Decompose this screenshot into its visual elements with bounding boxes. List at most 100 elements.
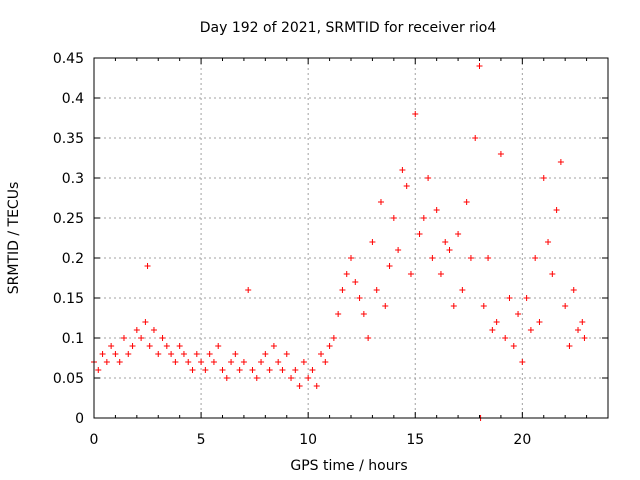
data-points [91,63,588,421]
data-point [322,359,329,365]
data-point [360,311,367,317]
data-point [236,367,243,373]
data-point [283,351,290,357]
data-point [570,287,577,293]
data-point [549,271,556,277]
data-point [485,255,492,261]
data-point [300,359,307,365]
data-point [566,343,573,349]
x-axis-label: GPS time / hours [290,458,407,474]
data-point [437,271,444,277]
data-point [335,311,342,317]
x-tick-label: 15 [406,432,424,448]
data-point [429,255,436,261]
data-point [390,215,397,221]
data-point [412,111,419,117]
data-point [125,351,132,357]
data-point [103,359,110,365]
axis-ticks: 0 0.05 0.1 0.15 0.2 0.25 0.3 0.35 0.4 0.45 0 5 10 15 2… [53,51,608,448]
data-point [133,327,140,333]
data-point [489,327,496,333]
data-point [210,359,217,365]
data-point [176,343,183,349]
data-point [116,359,123,365]
y-tick-label: 0.35 [53,131,84,147]
data-point [399,167,406,173]
data-point [579,319,586,325]
data-point [163,343,170,349]
data-point [180,351,187,357]
data-point [416,231,423,237]
data-point [472,135,479,141]
data-point [318,351,325,357]
data-point [189,367,196,373]
data-point [172,359,179,365]
data-point [386,263,393,269]
data-point [159,335,166,341]
data-point [112,351,119,357]
data-point [497,151,504,157]
y-tick-label: 0.25 [53,211,84,227]
data-point [279,367,286,373]
y-tick-label: 0.1 [62,331,84,347]
data-point [377,199,384,205]
y-tick-label: 0.4 [62,91,84,107]
data-point [215,343,222,349]
data-point [296,383,303,389]
x-tick-label: 5 [197,432,206,448]
data-point [198,359,205,365]
data-point [459,287,466,293]
data-point [581,335,588,341]
y-tick-label: 0.2 [62,251,84,267]
y-tick-label: 0 [75,411,84,427]
data-point [309,367,316,373]
data-point [120,335,127,341]
data-point [245,287,252,293]
data-point [463,199,470,205]
data-point [193,351,200,357]
data-point [493,319,500,325]
data-point [425,175,432,181]
data-point [562,303,569,309]
data-point [262,351,269,357]
data-point [540,175,547,181]
data-point [433,207,440,213]
data-point [288,375,295,381]
data-point [232,351,239,357]
data-point [515,311,522,317]
data-point [223,375,230,381]
y-axis-label: SRMTID / TECUs [6,182,22,295]
data-point [365,335,372,341]
data-point [249,367,256,373]
data-point [480,303,487,309]
data-point [407,271,414,277]
data-point [168,351,175,357]
data-point [339,287,346,293]
data-point [442,239,449,245]
data-point [313,383,320,389]
data-point [536,319,543,325]
chart-title: Day 192 of 2021, SRMTID for receiver rio… [200,20,497,36]
data-point [219,367,226,373]
data-point [557,159,564,165]
y-tick-label: 0.45 [53,51,84,67]
data-point [330,335,337,341]
data-point [138,335,145,341]
data-point [146,343,153,349]
data-point [155,351,162,357]
data-point [275,359,282,365]
data-point [270,343,277,349]
data-point [373,287,380,293]
data-point [352,279,359,285]
data-point [510,343,517,349]
x-tick-label: 20 [513,432,531,448]
data-point [519,359,526,365]
data-point [95,367,102,373]
x-tick-label: 0 [90,432,99,448]
data-point [292,367,299,373]
data-point [150,327,157,333]
data-point [185,359,192,365]
data-point [356,295,363,301]
data-point [129,343,136,349]
